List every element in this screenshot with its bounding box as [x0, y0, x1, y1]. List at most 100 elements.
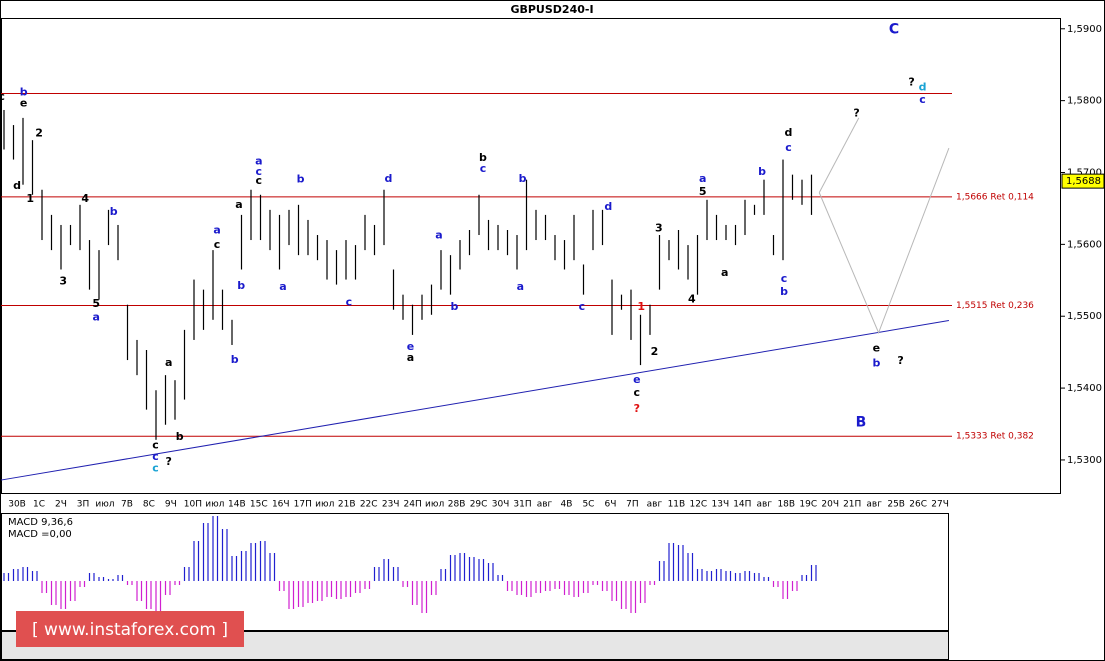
wave-label: c: [152, 439, 159, 452]
x-tick-label: 10П: [184, 500, 202, 510]
x-tick-label: июл: [95, 500, 114, 510]
wave-label: c: [256, 174, 263, 187]
x-tick-label: 9Ч: [165, 500, 177, 510]
macd-title: MACD 9,36,6: [8, 517, 73, 528]
wave-label: ?: [853, 107, 859, 120]
y-tick-label: 1,5500: [1067, 311, 1102, 322]
x-tick-label: 30Ч: [492, 500, 510, 510]
x-tick-label: июл: [425, 500, 444, 510]
wave-label: a: [699, 172, 706, 185]
wave-label: ?: [165, 455, 171, 468]
current-price-box: [1061, 173, 1105, 189]
price-panel: [1, 18, 1061, 494]
wave-label: b: [479, 151, 487, 164]
x-tick-label: июл: [315, 500, 334, 510]
x-tick-label: 15С: [250, 500, 268, 510]
wave-label: 4: [688, 293, 696, 306]
x-tick-label: 7П: [626, 500, 639, 510]
x-tick-label: 8С: [143, 500, 155, 510]
wave-label: ?: [634, 402, 640, 415]
x-tick-label: 18В: [777, 500, 795, 510]
x-tick-label: 25В: [887, 500, 905, 510]
wave-label: 3: [59, 275, 67, 288]
trend-line: [818, 117, 860, 193]
x-tick-label: 20Ч: [821, 500, 839, 510]
wave-label: 5: [699, 185, 707, 198]
wave-label: a: [92, 311, 99, 324]
wave-label: e: [633, 373, 640, 386]
x-tick-label: 1С: [33, 500, 45, 510]
wave-label: b: [450, 300, 458, 313]
x-tick-label: 28В: [448, 500, 466, 510]
wave-label: d: [919, 81, 927, 94]
y-tick-label: 1,5400: [1067, 383, 1102, 394]
x-tick-label: июл: [205, 500, 224, 510]
wave-label: 2: [651, 345, 659, 358]
wave-label: a: [517, 280, 524, 293]
wave-label: c: [919, 93, 926, 106]
wave-label: c: [480, 162, 487, 175]
x-tick-label: 17П: [294, 500, 312, 510]
y-tick-label: 1,5900: [1067, 24, 1102, 35]
x-tick-label: 12С: [689, 500, 707, 510]
wave-label: B: [856, 415, 867, 431]
wave-label: b: [519, 172, 527, 185]
wave-label: d: [13, 179, 21, 192]
x-tick-label: 11В: [668, 500, 686, 510]
wave-label: c: [152, 462, 159, 475]
wave-label: b: [297, 173, 305, 186]
x-tick-label: авг: [866, 500, 882, 510]
x-tick-label: 16Ч: [272, 500, 290, 510]
wave-label: C: [889, 21, 899, 37]
wave-label: c: [634, 386, 641, 399]
wave-label: c: [214, 238, 221, 251]
wave-label: e: [873, 342, 880, 355]
x-tick-label: 14В: [228, 500, 246, 510]
level-label: 1,5515 Ret 0,236: [956, 301, 1034, 311]
wave-label: b: [872, 357, 880, 370]
wave-label: a: [255, 155, 262, 168]
wave-label: a: [235, 198, 242, 211]
wave-label: c: [579, 300, 586, 313]
level-label: 1,5333 Ret 0,382: [956, 432, 1034, 442]
x-tick-label: 6Ч: [604, 500, 616, 510]
wave-label: 5: [92, 297, 100, 310]
wave-label: d: [785, 126, 793, 139]
wave-label: 1: [637, 300, 645, 313]
x-tick-label: 7В: [121, 500, 133, 510]
x-tick-label: 21П: [843, 500, 861, 510]
chart-title: GBPUSD240-I: [510, 3, 593, 16]
x-tick-label: 3П: [77, 500, 90, 510]
wave-label: c: [781, 272, 788, 285]
x-tick-label: 2Ч: [55, 500, 67, 510]
y-tick-label: 1,5300: [1067, 455, 1102, 466]
x-tick-label: 31П: [513, 500, 531, 510]
wave-label: c: [152, 450, 159, 463]
x-tick-label: авг: [537, 500, 553, 510]
wave-label: ?: [897, 354, 903, 367]
x-tick-label: 13Ч: [712, 500, 730, 510]
watermark: [ www.instaforex.com ]: [32, 620, 228, 640]
wave-label: b: [110, 205, 118, 218]
level-label: 1,5666 Ret 0,114: [956, 192, 1034, 202]
current-price-label: 1,5688: [1066, 176, 1101, 187]
wave-label: a: [407, 351, 414, 364]
x-tick-label: 29С: [470, 500, 488, 510]
x-tick-label: 23Ч: [382, 500, 400, 510]
wave-label: 1: [26, 192, 34, 205]
x-tick-label: 26С: [909, 500, 927, 510]
wave-label: b: [758, 165, 766, 178]
wave-label: ?: [908, 76, 914, 89]
wave-label: b: [237, 279, 245, 292]
wave-label: a: [165, 356, 172, 369]
wave-label: e: [20, 97, 27, 110]
y-tick-label: 1,5700: [1067, 168, 1102, 179]
wave-label: a: [435, 229, 442, 242]
x-tick-label: авг: [757, 500, 773, 510]
trend-line: [0, 320, 949, 481]
x-tick-label: авг: [647, 500, 663, 510]
wave-label: c: [256, 165, 263, 178]
wave-label: d: [385, 172, 393, 185]
